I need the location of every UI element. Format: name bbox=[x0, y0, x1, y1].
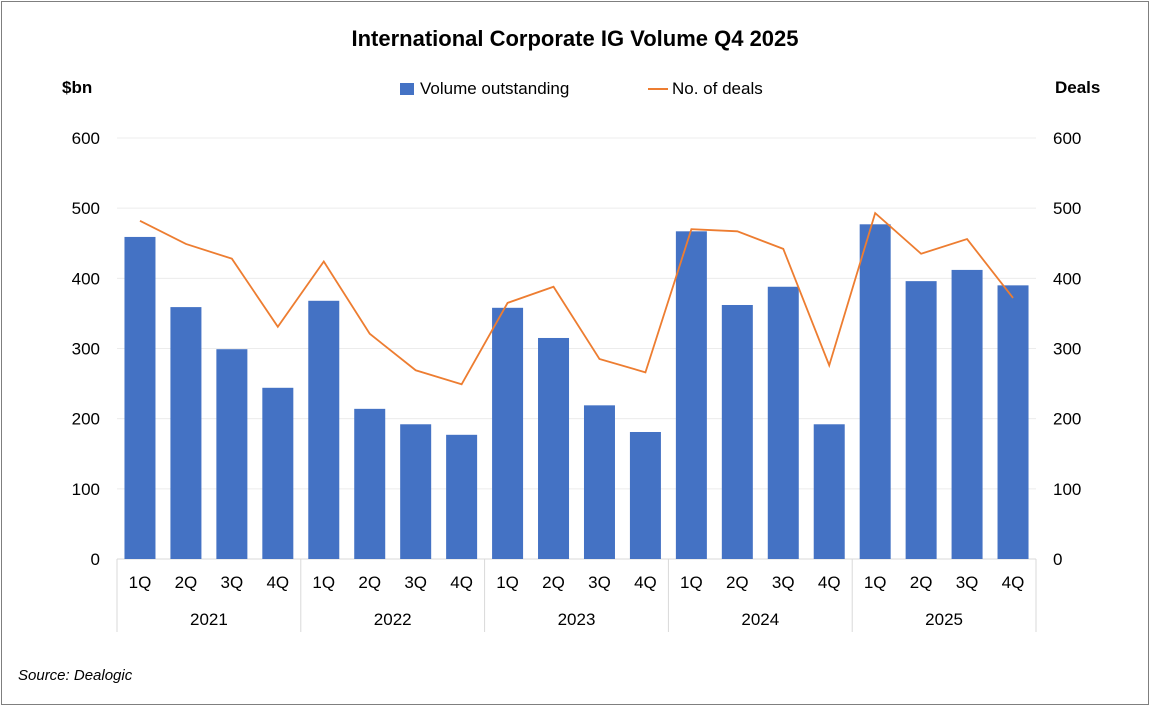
year-tick-label: 2021 bbox=[190, 610, 228, 629]
quarter-tick-label: 1Q bbox=[496, 573, 519, 592]
bar bbox=[354, 408, 386, 559]
left-tick-label: 600 bbox=[72, 129, 100, 148]
left-axis-label: $bn bbox=[62, 78, 93, 97]
quarter-tick-label: 2Q bbox=[175, 573, 198, 592]
quarter-tick-label: 3Q bbox=[772, 573, 795, 592]
quarter-tick-label: 2Q bbox=[726, 573, 749, 592]
quarter-tick-label: 3Q bbox=[956, 573, 979, 592]
bar bbox=[308, 300, 340, 559]
bar bbox=[675, 231, 707, 560]
right-tick-label: 0 bbox=[1053, 550, 1062, 569]
left-tick-label: 300 bbox=[72, 340, 100, 359]
quarter-tick-label: 1Q bbox=[680, 573, 703, 592]
bar bbox=[538, 337, 570, 559]
quarter-tick-label: 4Q bbox=[634, 573, 657, 592]
year-tick-label: 2023 bbox=[558, 610, 596, 629]
right-tick-label: 500 bbox=[1053, 199, 1081, 218]
quarter-tick-label: 2Q bbox=[358, 573, 381, 592]
right-tick-label: 600 bbox=[1053, 129, 1081, 148]
right-tick-label: 300 bbox=[1053, 340, 1081, 359]
bar bbox=[767, 286, 799, 559]
quarter-tick-label: 2Q bbox=[910, 573, 933, 592]
left-tick-label: 0 bbox=[91, 550, 100, 569]
bar bbox=[492, 307, 524, 559]
legend-item-volume: Volume outstanding bbox=[400, 79, 569, 99]
right-tick-label: 100 bbox=[1053, 480, 1081, 499]
bar bbox=[905, 281, 937, 559]
year-tick-label: 2025 bbox=[925, 610, 963, 629]
quarter-tick-label: 1Q bbox=[129, 573, 152, 592]
bar bbox=[951, 269, 983, 559]
source-note: Source: Dealogic bbox=[18, 667, 133, 684]
quarter-tick-label: 4Q bbox=[818, 573, 841, 592]
year-tick-label: 2024 bbox=[741, 610, 779, 629]
chart-title: International Corporate IG Volume Q4 202… bbox=[351, 26, 799, 51]
bar bbox=[170, 307, 202, 559]
legend-item-deals: No. of deals bbox=[648, 79, 763, 99]
bar bbox=[813, 424, 845, 559]
quarter-tick-label: 3Q bbox=[588, 573, 611, 592]
bar bbox=[997, 285, 1029, 559]
bar bbox=[262, 387, 294, 559]
legend-swatch-bar bbox=[400, 83, 414, 95]
left-tick-label: 400 bbox=[72, 269, 100, 288]
legend-swatch-line bbox=[648, 88, 668, 90]
bar bbox=[721, 304, 753, 559]
quarter-tick-label: 3Q bbox=[404, 573, 427, 592]
bar bbox=[583, 405, 615, 559]
right-tick-label: 400 bbox=[1053, 269, 1081, 288]
quarter-tick-label: 1Q bbox=[312, 573, 335, 592]
left-tick-label: 100 bbox=[72, 480, 100, 499]
quarter-tick-label: 3Q bbox=[221, 573, 244, 592]
quarter-tick-label: 4Q bbox=[1002, 573, 1025, 592]
quarter-tick-label: 4Q bbox=[266, 573, 289, 592]
bar bbox=[124, 236, 156, 559]
left-tick-label: 200 bbox=[72, 410, 100, 429]
quarter-tick-label: 1Q bbox=[864, 573, 887, 592]
right-tick-label: 200 bbox=[1053, 410, 1081, 429]
legend-label: Volume outstanding bbox=[420, 79, 570, 98]
quarter-tick-label: 2Q bbox=[542, 573, 565, 592]
bar bbox=[629, 431, 661, 559]
legend-label: No. of deals bbox=[672, 79, 763, 98]
quarter-tick-label: 4Q bbox=[450, 573, 473, 592]
bar bbox=[400, 424, 432, 559]
deals-line bbox=[139, 211, 1014, 386]
year-tick-label: 2022 bbox=[374, 610, 412, 629]
right-axis-label: Deals bbox=[1055, 78, 1101, 97]
bar bbox=[859, 224, 891, 559]
bar bbox=[446, 434, 478, 559]
bar bbox=[216, 349, 248, 559]
left-tick-label: 500 bbox=[72, 199, 100, 218]
